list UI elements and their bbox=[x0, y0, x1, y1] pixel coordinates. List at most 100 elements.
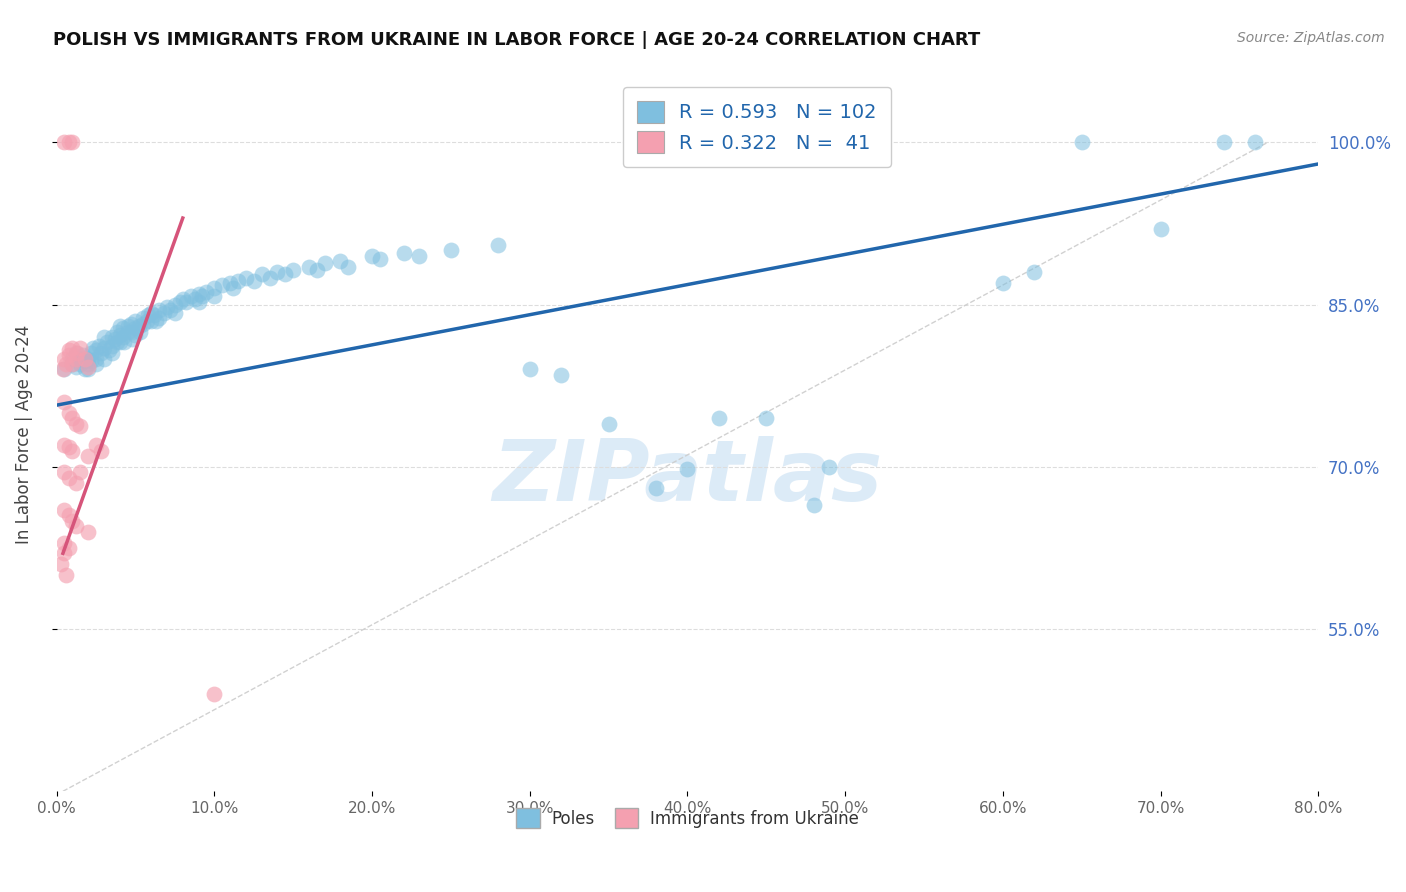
Point bbox=[53, 438, 76, 452]
Point bbox=[69, 341, 91, 355]
Point bbox=[184, 292, 207, 306]
Point bbox=[60, 443, 83, 458]
Point bbox=[55, 568, 77, 582]
Point bbox=[143, 309, 166, 323]
Point bbox=[72, 348, 94, 362]
Point bbox=[755, 411, 778, 425]
Point bbox=[65, 360, 87, 375]
Point bbox=[58, 348, 80, 362]
Point bbox=[305, 263, 328, 277]
Point bbox=[259, 270, 281, 285]
Point bbox=[117, 325, 139, 339]
Point bbox=[66, 346, 89, 360]
Point bbox=[108, 327, 131, 342]
Point bbox=[242, 274, 264, 288]
Point bbox=[274, 267, 297, 281]
Point bbox=[519, 362, 541, 376]
Point bbox=[96, 335, 118, 350]
Point bbox=[104, 332, 127, 346]
Point bbox=[101, 339, 124, 353]
Point bbox=[53, 546, 76, 560]
Point bbox=[129, 325, 152, 339]
Point bbox=[69, 351, 91, 366]
Point bbox=[550, 368, 572, 382]
Point bbox=[645, 482, 668, 496]
Point bbox=[77, 351, 100, 366]
Point bbox=[65, 519, 87, 533]
Point bbox=[124, 327, 146, 342]
Point bbox=[111, 321, 134, 335]
Point bbox=[77, 524, 100, 539]
Point bbox=[82, 341, 104, 355]
Point bbox=[169, 295, 191, 310]
Point bbox=[148, 303, 170, 318]
Point bbox=[235, 270, 257, 285]
Point bbox=[84, 351, 107, 366]
Point bbox=[60, 357, 83, 371]
Point bbox=[80, 346, 103, 360]
Point bbox=[60, 341, 83, 355]
Point bbox=[53, 465, 76, 479]
Point bbox=[117, 319, 139, 334]
Point bbox=[991, 276, 1014, 290]
Point bbox=[90, 346, 112, 360]
Point bbox=[58, 470, 80, 484]
Point bbox=[174, 295, 197, 310]
Point bbox=[80, 353, 103, 368]
Point bbox=[111, 330, 134, 344]
Point bbox=[58, 508, 80, 523]
Point bbox=[77, 449, 100, 463]
Point bbox=[93, 330, 115, 344]
Point bbox=[159, 303, 181, 318]
Point bbox=[195, 285, 218, 299]
Point bbox=[52, 362, 75, 376]
Point bbox=[65, 417, 87, 431]
Point bbox=[148, 310, 170, 325]
Point bbox=[53, 351, 76, 366]
Point bbox=[1149, 222, 1171, 236]
Point bbox=[84, 357, 107, 371]
Point bbox=[156, 300, 179, 314]
Point bbox=[58, 541, 80, 555]
Point bbox=[58, 343, 80, 357]
Point bbox=[105, 325, 128, 339]
Point bbox=[226, 274, 249, 288]
Point bbox=[329, 254, 352, 268]
Point bbox=[172, 292, 194, 306]
Point bbox=[60, 514, 83, 528]
Point bbox=[132, 310, 155, 325]
Point bbox=[93, 351, 115, 366]
Point bbox=[141, 314, 163, 328]
Point bbox=[676, 462, 699, 476]
Point bbox=[53, 362, 76, 376]
Point bbox=[440, 244, 463, 258]
Point bbox=[65, 346, 87, 360]
Point bbox=[187, 286, 209, 301]
Point bbox=[202, 687, 225, 701]
Point bbox=[707, 411, 730, 425]
Point bbox=[153, 306, 176, 320]
Point bbox=[283, 263, 305, 277]
Point bbox=[163, 306, 186, 320]
Point bbox=[84, 343, 107, 357]
Point bbox=[124, 314, 146, 328]
Point bbox=[93, 341, 115, 355]
Point bbox=[135, 314, 157, 328]
Point bbox=[101, 346, 124, 360]
Point bbox=[145, 314, 167, 328]
Point bbox=[60, 357, 83, 371]
Point bbox=[58, 441, 80, 455]
Point bbox=[222, 281, 245, 295]
Point bbox=[51, 557, 73, 571]
Point bbox=[53, 503, 76, 517]
Point bbox=[1070, 136, 1092, 150]
Point bbox=[65, 351, 87, 366]
Text: Source: ZipAtlas.com: Source: ZipAtlas.com bbox=[1237, 31, 1385, 45]
Point bbox=[97, 343, 120, 357]
Point bbox=[136, 309, 159, 323]
Point bbox=[298, 260, 321, 274]
Point bbox=[108, 319, 131, 334]
Point bbox=[90, 443, 112, 458]
Text: POLISH VS IMMIGRANTS FROM UKRAINE IN LABOR FORCE | AGE 20-24 CORRELATION CHART: POLISH VS IMMIGRANTS FROM UKRAINE IN LAB… bbox=[53, 31, 980, 49]
Point bbox=[120, 317, 142, 331]
